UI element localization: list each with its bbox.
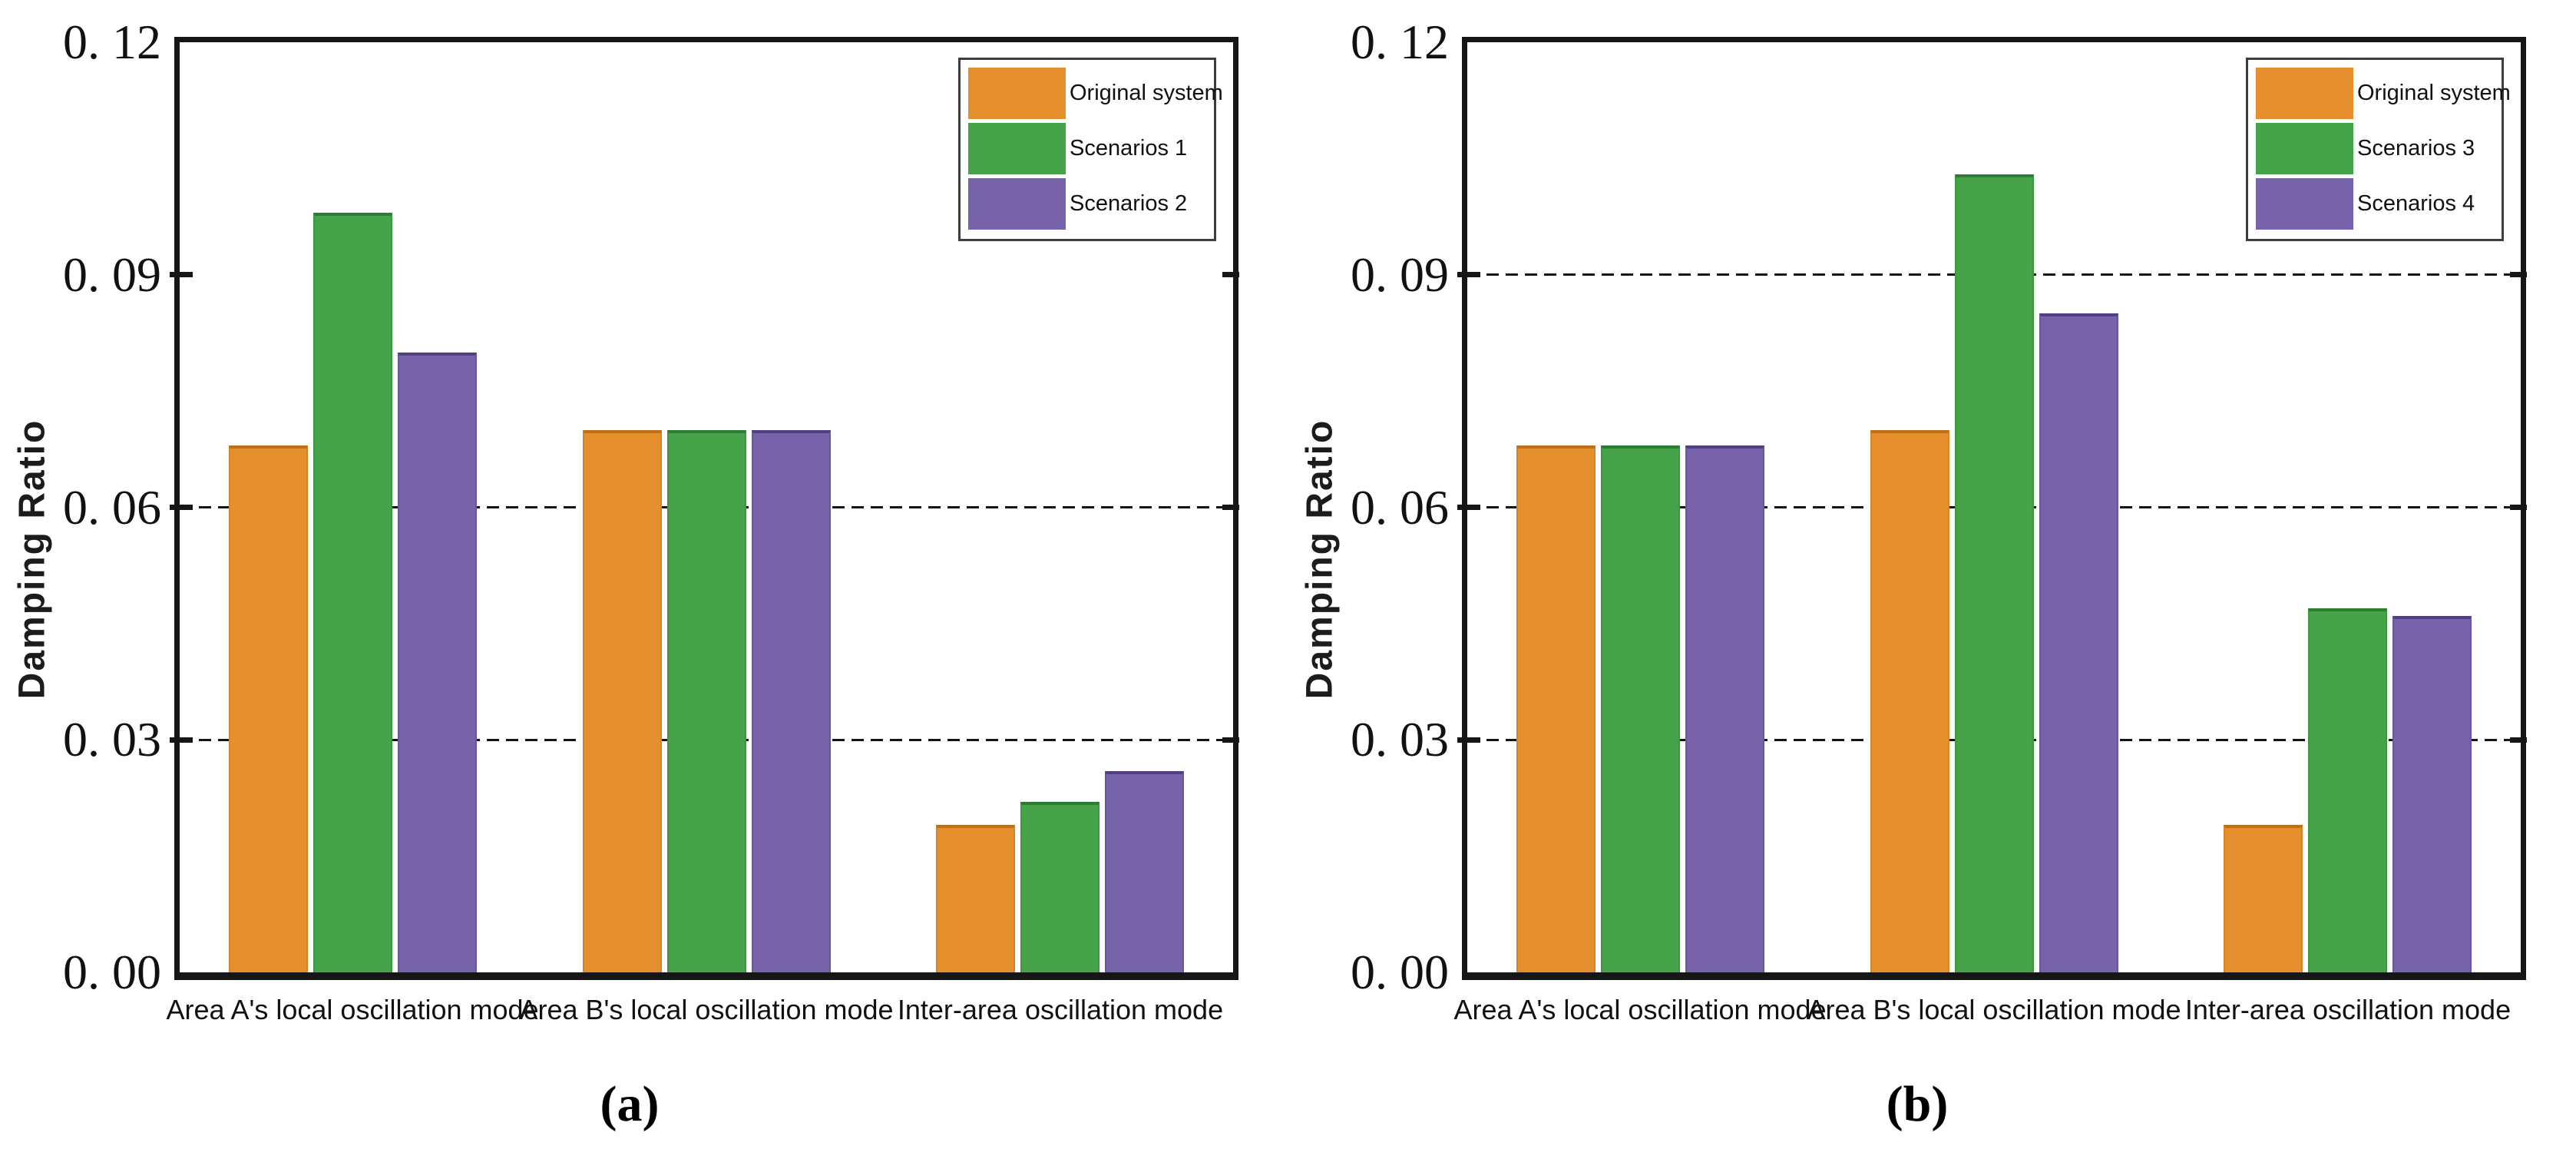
legend-item: Scenarios 4	[2256, 178, 2497, 230]
legend-item: Scenarios 2	[968, 178, 1209, 230]
plot-area	[170, 37, 1239, 980]
legend-item: Scenarios 1	[968, 123, 1209, 174]
y-axis-title: Damping Ratio	[1299, 419, 1341, 700]
legend-label: Original system	[1070, 81, 1223, 105]
chart-panel-a: Damping Ratio 0. 00 0. 03 0. 06 0. 09 0. 12 …	[12, 15, 1239, 1132]
bar	[1685, 445, 1764, 972]
y-axis-tick	[2510, 272, 2527, 278]
bar	[2392, 615, 2472, 972]
y-axis-tick-label: 0. 06	[63, 479, 161, 535]
bar-group	[228, 42, 477, 972]
legend-item: Original system	[2256, 68, 2511, 119]
x-axis-labels: Area A's local oscillation mode Area B's …	[1453, 994, 2521, 1040]
y-axis-tick-label: 0. 00	[1351, 945, 1449, 999]
legend-item: Scenarios 3	[2256, 123, 2497, 174]
legend-item: Original system	[968, 68, 1223, 119]
bar	[2308, 608, 2388, 972]
bar	[1105, 770, 1185, 972]
legend-swatch	[968, 68, 1066, 119]
y-axis-tick-label: 0. 03	[63, 712, 161, 767]
y-axis-tick	[170, 737, 193, 743]
y-axis-tick	[2510, 737, 2527, 743]
y-axis-title: Damping Ratio	[12, 419, 53, 700]
y-axis-tick	[1457, 272, 1480, 278]
x-category-label: Area A's local oscillation mode	[166, 994, 539, 1025]
panel-caption: (a)	[600, 1076, 660, 1132]
legend-label: Original system	[2357, 81, 2511, 105]
y-axis-tick-label: 0. 06	[1351, 479, 1449, 535]
legend: Original system Scenarios 1 Scenarios 2	[958, 58, 1223, 241]
y-axis-tick	[1457, 737, 1480, 743]
bar	[582, 429, 662, 972]
y-axis-tick-label: 0. 12	[63, 15, 161, 69]
bar	[228, 445, 308, 972]
bar-group	[936, 42, 1185, 972]
y-axis-tick-label: 0. 00	[63, 945, 161, 999]
x-category-label: Inter-area oscillation mode	[897, 994, 1224, 1025]
panel-caption: (b)	[1886, 1076, 1949, 1132]
chart-panel-b: Damping Ratio 0. 00 0. 03 0. 06 0. 09 0. 12 …	[1288, 0, 2575, 1159]
bar-group	[1870, 42, 2118, 972]
legend-swatch	[968, 178, 1066, 230]
x-axis-labels: Area A's local oscillation mode Area B's …	[166, 994, 1233, 1040]
bar	[1870, 429, 1949, 972]
y-axis-tick-label: 0. 09	[1351, 247, 1449, 302]
bar	[397, 352, 477, 972]
legend-swatch	[2256, 123, 2353, 174]
y-axis-tick-label: 0. 12	[1351, 15, 1449, 69]
y-axis-tick	[1222, 737, 1239, 743]
y-axis-tick	[2510, 505, 2527, 510]
legend-swatch	[2256, 178, 2353, 230]
x-category-label: Area B's local oscillation mode	[519, 994, 894, 1025]
x-category-label: Area A's local oscillation mode	[1453, 994, 1827, 1025]
bar	[936, 825, 1016, 972]
y-axis-tick-label: 0. 09	[63, 247, 161, 302]
legend: Original system Scenarios 3 Scenarios 4	[2246, 58, 2511, 241]
x-category-label: Inter-area oscillation mode	[2184, 994, 2512, 1025]
bar-group	[1516, 42, 1764, 972]
legend-label: Scenarios 4	[2357, 191, 2475, 216]
bar	[751, 429, 831, 972]
bar	[2224, 825, 2303, 972]
bar-group	[2224, 42, 2472, 972]
bar	[2039, 313, 2118, 972]
x-category-label: Area B's local oscillation mode	[1807, 994, 2181, 1025]
legend-label: Scenarios 3	[2357, 136, 2475, 161]
y-axis-tick	[1222, 505, 1239, 510]
bar	[1954, 174, 2034, 972]
legend-swatch	[2256, 68, 2353, 119]
bar	[1600, 445, 1680, 972]
legend-label: Scenarios 2	[1070, 191, 1188, 216]
legend-swatch	[968, 123, 1066, 174]
y-axis-tick	[170, 272, 193, 278]
legend-label: Scenarios 1	[1070, 136, 1188, 161]
y-axis-tick	[1222, 272, 1239, 278]
y-axis-tick-label: 0. 03	[1351, 712, 1449, 767]
bar	[312, 213, 392, 972]
y-axis-tick	[170, 505, 193, 510]
bar-group	[582, 42, 831, 972]
bar	[1516, 445, 1596, 972]
bar	[666, 429, 746, 972]
bar	[1020, 802, 1100, 972]
y-axis-tick	[1457, 505, 1480, 510]
